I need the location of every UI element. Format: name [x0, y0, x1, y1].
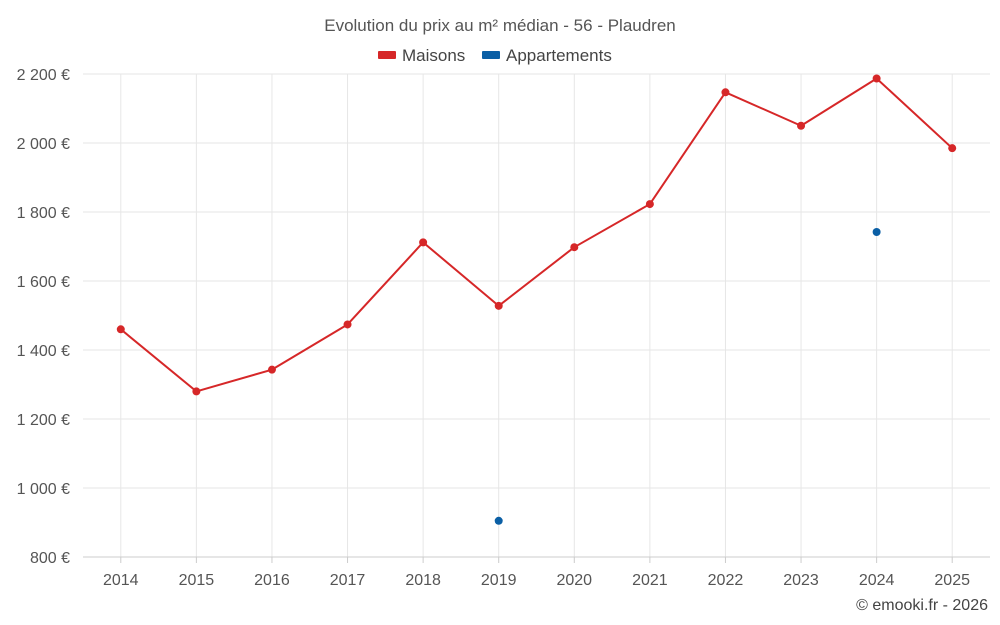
- y-tick-label: 2 200 €: [17, 67, 70, 84]
- y-tick-label: 1 200 €: [17, 412, 70, 429]
- legend-label-maisons: Maisons: [402, 46, 465, 65]
- data-point-maisons-2021[interactable]: Maisons 2021: 1823 €: [645, 200, 654, 209]
- x-tick-label: 2019: [481, 572, 517, 589]
- y-tick-label: 1 000 €: [17, 481, 70, 498]
- y-tick-label: 800 €: [30, 550, 70, 567]
- data-point-maisons-2015[interactable]: Maisons 2015: 1280 €: [192, 387, 201, 396]
- legend-swatch-appartements: [482, 51, 500, 59]
- credit-text: © emooki.fr - 2026: [856, 597, 988, 614]
- x-tick-label: 2023: [783, 572, 819, 589]
- y-tick-label: 1 800 €: [17, 205, 70, 222]
- data-point-maisons-2018[interactable]: Maisons 2018: 1712 €: [419, 238, 428, 247]
- legend-item-appartements[interactable]: Appartements: [482, 46, 612, 65]
- axes: 800 € 1 000 € 1 200 € 1 400 € 1 600 € 1 800 €…: [17, 67, 990, 589]
- series: Maisons 2014: 1460 € Maisons 2015: 1280 €…: [116, 74, 957, 525]
- data-point-appartements-2019[interactable]: Appartements 2019: 905 €: [494, 516, 503, 525]
- x-tick-label: 2017: [330, 572, 366, 589]
- data-point-maisons-2022[interactable]: Maisons 2022: 2147 €: [721, 88, 730, 97]
- data-point-maisons-2020[interactable]: Maisons 2020: 1698 €: [570, 243, 579, 252]
- data-point-maisons-2017[interactable]: Maisons 2017: 1474 €: [343, 320, 352, 329]
- x-tick-label: 2022: [708, 572, 744, 589]
- x-tick-label: 2015: [179, 572, 215, 589]
- x-tick-label: 2024: [859, 572, 895, 589]
- y-tick-label: 1 400 €: [17, 343, 70, 360]
- series-maisons: Maisons 2014: 1460 € Maisons 2015: 1280 €…: [116, 74, 957, 396]
- x-tick-label: 2014: [103, 572, 139, 589]
- legend-swatch-maisons: [378, 51, 396, 59]
- x-tick-label: 2021: [632, 572, 668, 589]
- data-point-maisons-2023[interactable]: Maisons 2023: 2050 €: [797, 121, 806, 130]
- y-tick-label: 1 600 €: [17, 274, 70, 291]
- data-point-maisons-2014[interactable]: Maisons 2014: 1460 €: [116, 325, 125, 334]
- y-tick-label: 2 000 €: [17, 136, 70, 153]
- legend-label-appartements: Appartements: [506, 46, 612, 65]
- x-tick-label: 2025: [934, 572, 970, 589]
- x-tick-label: 2018: [405, 572, 441, 589]
- legend: Maisons Appartements: [378, 46, 612, 65]
- data-point-appartements-2024[interactable]: Appartements 2024: 1742 €: [872, 228, 881, 237]
- x-tick-label: 2016: [254, 572, 290, 589]
- x-tick-label: 2020: [556, 572, 592, 589]
- grid: [83, 73, 990, 557]
- data-point-maisons-2024[interactable]: Maisons 2024: 2187 €: [872, 74, 881, 83]
- data-point-maisons-2016[interactable]: Maisons 2016: 1343 €: [267, 365, 276, 374]
- data-point-maisons-2019[interactable]: Maisons 2019: 1528 €: [494, 301, 503, 310]
- series-appartements: Appartements 2019: 905 € Appartements 202…: [494, 228, 881, 525]
- data-point-maisons-2025[interactable]: Maisons 2025: 1985 €: [948, 144, 957, 153]
- legend-item-maisons[interactable]: Maisons: [378, 46, 465, 65]
- chart-title: Evolution du prix au m² médian - 56 - Pl…: [324, 16, 676, 35]
- series-line-maisons: [120, 77, 953, 393]
